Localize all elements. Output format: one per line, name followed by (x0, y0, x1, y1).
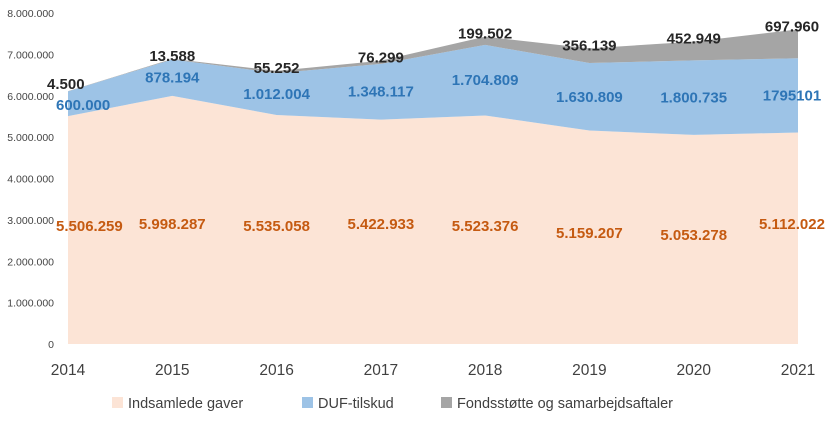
data-label-duf-2014: 600.000 (56, 97, 110, 114)
data-label-fond-2020: 452.949 (667, 31, 721, 48)
legend-swatch-gaver (112, 397, 123, 408)
legend-label-fond: Fondsstøtte og samarbejdsaftaler (457, 396, 673, 412)
y-axis-ticks: 0 1.000.000 2.000.000 3.000.000 4.000.000 5.0… (7, 8, 54, 351)
data-label-gaver-2021: 5.112.022 (759, 216, 825, 233)
y-tick-label: 6.000.000 (7, 91, 54, 103)
legend: Indsamlede gaver DUF-tilskud Fondsstøtte o… (112, 396, 673, 412)
legend-swatch-fond (441, 397, 452, 408)
legend-label-gaver: Indsamlede gaver (128, 396, 243, 412)
y-tick-label: 7.000.000 (7, 49, 54, 61)
data-label-duf-2021: 1795101 (763, 87, 821, 104)
data-label-duf-2019: 1.630.809 (556, 89, 623, 106)
area-series-0 (68, 95, 798, 344)
data-label-gaver-2019: 5.159.207 (556, 225, 623, 242)
data-label-gaver-2017: 5.422.933 (347, 216, 414, 233)
data-label-gaver-2016: 5.535.058 (243, 218, 310, 235)
data-label-duf-2017: 1.348.117 (348, 84, 414, 101)
y-tick-label: 1.000.000 (7, 298, 54, 310)
data-label-duf-2020: 1.800.735 (660, 90, 727, 107)
y-tick-label: 5.000.000 (7, 132, 54, 144)
x-tick-label: 2019 (572, 362, 606, 379)
x-tick-label: 2014 (51, 362, 86, 379)
x-tick-label: 2021 (781, 362, 815, 379)
data-labels: 5.506.259 5.998.287 5.535.058 5.422.933 5.52… (47, 18, 825, 244)
data-label-gaver-2018: 5.523.376 (452, 218, 519, 235)
x-tick-label: 2017 (364, 362, 398, 379)
data-label-fond-2015: 13.588 (149, 48, 195, 65)
data-label-fond-2019: 356.139 (562, 37, 616, 54)
data-label-duf-2016: 1.012.004 (243, 86, 310, 103)
x-tick-label: 2020 (676, 362, 711, 379)
data-label-fond-2017: 76.299 (358, 50, 404, 67)
area-layer (68, 29, 798, 344)
data-label-fond-2014: 4.500 (47, 76, 85, 93)
area-series-1 (68, 44, 798, 135)
data-label-gaver-2014: 5.506.259 (56, 218, 123, 235)
data-label-duf-2015: 878.194 (145, 70, 200, 87)
legend-swatch-duf (302, 397, 313, 408)
x-axis-ticks: 2014 2015 2016 2017 2018 2019 2020 2021 (51, 362, 815, 379)
data-label-fond-2016: 55.252 (254, 60, 300, 77)
data-label-duf-2018: 1.704.809 (452, 72, 519, 89)
data-label-fond-2021: 697.960 (765, 18, 819, 35)
data-label-gaver-2015: 5.998.287 (139, 216, 206, 233)
y-tick-label: 8.000.000 (7, 8, 54, 20)
data-label-gaver-2020: 5.053.278 (660, 227, 727, 244)
y-tick-label: 0 (48, 339, 54, 351)
x-tick-label: 2018 (468, 362, 502, 379)
area-series-2 (68, 29, 798, 92)
data-label-fond-2018: 199.502 (458, 26, 512, 43)
legend-label-duf: DUF-tilskud (318, 396, 394, 412)
x-tick-label: 2015 (155, 362, 189, 379)
y-tick-label: 4.000.000 (7, 174, 54, 186)
y-tick-label: 3.000.000 (7, 215, 54, 227)
x-tick-label: 2016 (259, 362, 293, 379)
y-tick-label: 2.000.000 (7, 256, 54, 268)
